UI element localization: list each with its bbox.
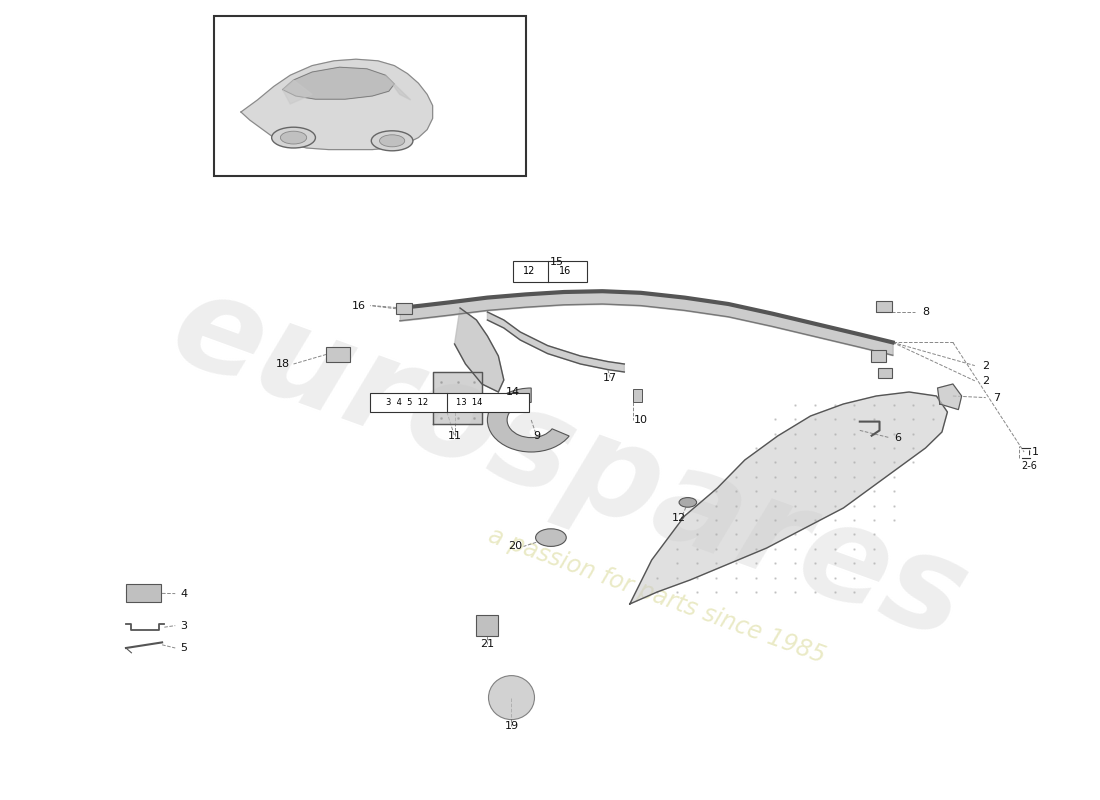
- Text: 16: 16: [559, 266, 571, 276]
- Text: 20: 20: [508, 542, 521, 551]
- Bar: [396, 303, 411, 314]
- Ellipse shape: [280, 131, 307, 144]
- Bar: [513, 261, 587, 282]
- Ellipse shape: [272, 127, 316, 148]
- Wedge shape: [487, 388, 569, 452]
- Polygon shape: [283, 67, 394, 99]
- Bar: [879, 368, 892, 378]
- Polygon shape: [432, 372, 482, 424]
- Text: 4: 4: [180, 589, 188, 598]
- Text: 2: 2: [982, 361, 989, 370]
- Text: 1: 1: [1032, 447, 1038, 457]
- Polygon shape: [385, 75, 410, 100]
- Bar: [871, 350, 887, 362]
- Text: 15: 15: [549, 258, 563, 267]
- Text: 2: 2: [982, 376, 989, 386]
- Text: 13  14: 13 14: [455, 398, 482, 407]
- Polygon shape: [487, 312, 625, 372]
- Polygon shape: [283, 80, 312, 104]
- Text: 12: 12: [672, 514, 686, 523]
- Bar: [634, 389, 641, 402]
- Polygon shape: [241, 59, 432, 150]
- Bar: [877, 301, 892, 312]
- Bar: [476, 615, 498, 636]
- Polygon shape: [454, 308, 504, 392]
- Text: a passion for parts since 1985: a passion for parts since 1985: [485, 524, 829, 668]
- Text: 3  4  5  12: 3 4 5 12: [386, 398, 429, 407]
- Bar: [126, 584, 161, 602]
- Text: 14: 14: [506, 387, 519, 397]
- Text: 3: 3: [180, 621, 187, 630]
- Ellipse shape: [536, 529, 566, 546]
- Bar: [371, 393, 529, 412]
- Ellipse shape: [379, 135, 405, 147]
- Text: 19: 19: [505, 721, 518, 730]
- Text: 18: 18: [275, 359, 289, 369]
- Bar: [213, 16, 526, 176]
- Text: 16: 16: [352, 301, 366, 310]
- Text: 2-6: 2-6: [1022, 461, 1037, 470]
- Text: 8: 8: [922, 307, 930, 317]
- Text: eurospares: eurospares: [155, 262, 983, 666]
- Bar: [327, 347, 351, 362]
- Text: 12: 12: [522, 266, 536, 276]
- Text: 11: 11: [448, 431, 462, 441]
- Text: 6: 6: [894, 433, 902, 442]
- Ellipse shape: [372, 131, 412, 151]
- Ellipse shape: [679, 498, 696, 507]
- Text: 7: 7: [993, 393, 1000, 402]
- Text: 9: 9: [534, 431, 540, 441]
- Text: 17: 17: [603, 373, 617, 382]
- Ellipse shape: [488, 675, 535, 720]
- Text: 5: 5: [180, 643, 187, 653]
- Text: 21: 21: [481, 639, 495, 649]
- Polygon shape: [630, 392, 947, 604]
- Text: 10: 10: [634, 415, 648, 425]
- Polygon shape: [937, 384, 961, 410]
